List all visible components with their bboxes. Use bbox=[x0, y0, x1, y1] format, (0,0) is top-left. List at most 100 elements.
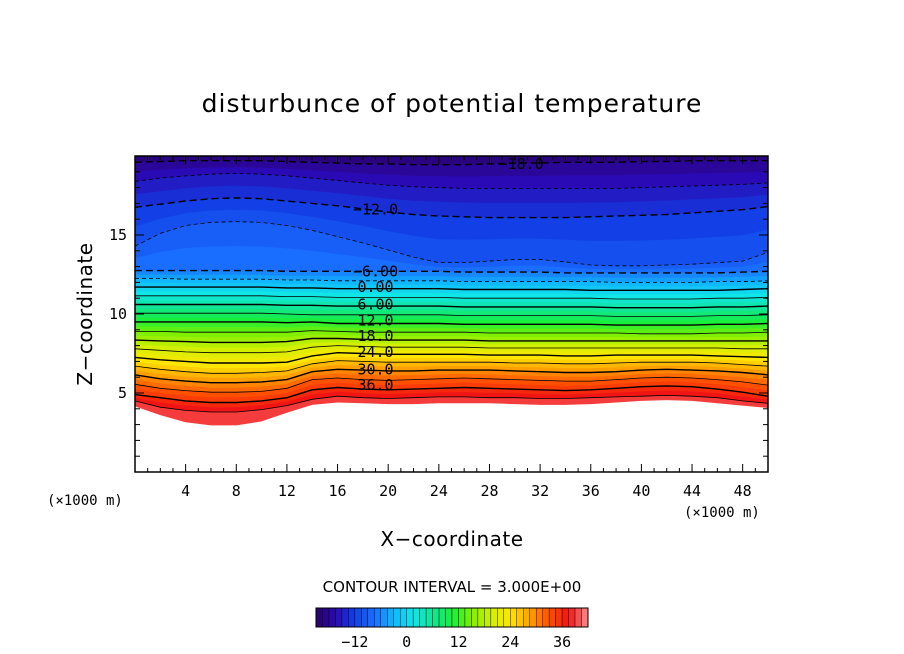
colorbar-swatch bbox=[464, 607, 472, 628]
contour-label: −6.00 bbox=[353, 262, 398, 280]
colorbar-swatch bbox=[354, 607, 362, 628]
contour-line bbox=[135, 269, 768, 274]
contour-label: 6.00 bbox=[357, 296, 393, 314]
colorbar-swatch bbox=[387, 607, 394, 628]
x-tick-label: 20 bbox=[379, 482, 397, 500]
contour-line bbox=[135, 197, 768, 219]
contour-band bbox=[135, 136, 768, 149]
colorbar-swatch bbox=[497, 607, 505, 628]
x-tick-label: 48 bbox=[734, 482, 752, 500]
contour-line bbox=[135, 376, 768, 393]
colorbar-swatch bbox=[542, 607, 550, 628]
colorbar-swatch bbox=[348, 607, 356, 628]
x-tick-label: 44 bbox=[683, 482, 701, 500]
contour-line bbox=[135, 303, 768, 309]
colorbar-swatch bbox=[432, 607, 440, 628]
x-axis-label: X−coordinate bbox=[380, 527, 523, 551]
colorbar-swatch bbox=[412, 607, 420, 628]
contour-line bbox=[135, 286, 768, 291]
plot-area: −18.0−12.0−6.000.006.0012.018.024.030.03… bbox=[109, 136, 769, 500]
colorbar-swatch bbox=[535, 607, 543, 628]
contour-line bbox=[135, 295, 768, 300]
colorbar-swatch bbox=[581, 607, 589, 628]
contour-band bbox=[135, 146, 768, 154]
contour-band bbox=[135, 156, 768, 165]
contour-line bbox=[135, 385, 768, 404]
colorbar-swatch bbox=[477, 607, 485, 628]
colorbar-swatch bbox=[361, 607, 369, 628]
contour-interval-text: CONTOUR INTERVAL = 3.000E+00 bbox=[323, 578, 582, 596]
colorbar-swatch bbox=[438, 607, 446, 628]
colorbar-swatch bbox=[393, 607, 401, 628]
x-tick-label: 28 bbox=[480, 482, 498, 500]
colorbar-swatch bbox=[341, 607, 349, 628]
x-tick-label: 36 bbox=[582, 482, 600, 500]
colorbar-swatch bbox=[503, 607, 511, 628]
colorbar-frame bbox=[315, 607, 589, 628]
x-axis-unit: (×1000 m) bbox=[684, 505, 760, 521]
colorbar-swatch bbox=[574, 607, 582, 628]
colorbar-swatch bbox=[548, 607, 556, 628]
x-tick-label: 4 bbox=[181, 482, 190, 500]
colorbar-swatch bbox=[315, 607, 323, 628]
colorbar-swatch bbox=[568, 607, 576, 628]
colorbar-tick-label: −12 bbox=[341, 633, 368, 651]
colorbar-swatch bbox=[425, 607, 433, 628]
contour-line bbox=[135, 351, 768, 364]
contour-line bbox=[135, 321, 768, 326]
contour-label: 24.0 bbox=[357, 343, 393, 361]
contour-line bbox=[135, 278, 768, 283]
contour-lines bbox=[135, 160, 768, 413]
contour-line bbox=[135, 330, 768, 335]
colorbar-swatch bbox=[510, 607, 517, 628]
colorbar-swatch bbox=[484, 607, 492, 628]
colorbar-tick-label: 36 bbox=[553, 633, 571, 651]
colorbar: −12 0 12 24 36 bbox=[315, 607, 589, 651]
contour-label: −18.0 bbox=[499, 155, 544, 173]
y-axis-label: Z−coordinate bbox=[73, 242, 97, 385]
colorbar-swatch bbox=[322, 607, 330, 628]
contour-line bbox=[135, 345, 768, 354]
contour-label: 18.0 bbox=[357, 327, 393, 345]
y-tick-label: 10 bbox=[109, 305, 127, 323]
colorbar-swatch bbox=[561, 607, 569, 628]
colorbar-swatch bbox=[458, 607, 466, 628]
colorbar-swatch bbox=[555, 607, 563, 628]
x-tick-label: 12 bbox=[278, 482, 296, 500]
contour-line bbox=[135, 160, 768, 166]
colorbar-tick-label: 24 bbox=[501, 633, 519, 651]
colorbar-swatch bbox=[335, 607, 343, 628]
y-tick-label: 15 bbox=[109, 226, 127, 244]
x-tick-label: 16 bbox=[329, 482, 347, 500]
x-tick-label: 8 bbox=[232, 482, 241, 500]
colorbar-swatch bbox=[516, 607, 524, 628]
contour-line bbox=[135, 360, 768, 374]
contour-label: 12.0 bbox=[357, 311, 393, 329]
contour-line bbox=[135, 172, 768, 189]
contour-line bbox=[135, 312, 768, 317]
colorbar-swatch bbox=[529, 607, 537, 628]
contour-label: 0.00 bbox=[357, 278, 393, 296]
contour-line bbox=[135, 221, 768, 267]
colorbar-swatch bbox=[471, 607, 479, 628]
contour-label: 36.0 bbox=[357, 376, 393, 394]
chart-title: disturbunce of potential temperature bbox=[202, 89, 703, 118]
colorbar-swatch bbox=[367, 607, 375, 628]
colorbar-swatch bbox=[451, 607, 459, 628]
contour-line bbox=[135, 337, 768, 344]
contour-label: 30.0 bbox=[357, 360, 393, 378]
x-tick-label: 32 bbox=[531, 482, 549, 500]
colorbar-swatch bbox=[380, 607, 388, 628]
colorbar-swatch bbox=[523, 607, 530, 628]
colorbar-swatch bbox=[328, 607, 336, 628]
colorbar-swatch bbox=[445, 607, 453, 628]
x-tick-label: 24 bbox=[430, 482, 448, 500]
contour-line bbox=[135, 368, 768, 384]
colorbar-tick-label: 12 bbox=[449, 633, 467, 651]
colorbar-swatch bbox=[374, 607, 381, 628]
contour-label: −12.0 bbox=[353, 201, 398, 219]
contour-line bbox=[135, 394, 768, 413]
y-tick-label: 5 bbox=[118, 384, 127, 402]
